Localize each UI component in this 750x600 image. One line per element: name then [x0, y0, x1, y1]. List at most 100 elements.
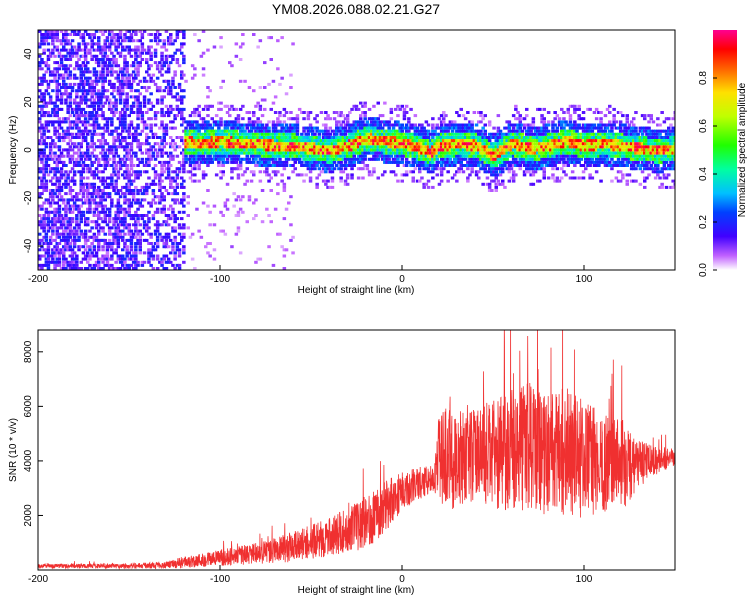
spectrogram-cell	[241, 157, 245, 161]
spectrogram-cell	[243, 142, 247, 146]
spectrogram-cell	[343, 129, 348, 133]
spectrogram-cell	[252, 170, 256, 174]
spectrogram-cell	[278, 123, 282, 127]
spectrogram-cell	[376, 132, 380, 136]
spectrogram-cell	[136, 263, 140, 267]
spectrogram-cell	[204, 160, 208, 164]
spectrogram-cell	[426, 142, 431, 146]
spectrogram-cell	[75, 126, 79, 130]
spectrogram-cell	[57, 226, 62, 230]
spectrogram-cell	[110, 70, 114, 74]
spectrogram-cell	[121, 92, 125, 96]
spectrogram-cell	[243, 139, 247, 143]
spectrogram-cell	[171, 198, 175, 202]
spectrogram-cell	[260, 129, 265, 133]
spectrogram-cell	[70, 54, 75, 58]
spectrogram-cell	[418, 136, 422, 139]
spectrogram-cell	[103, 89, 107, 93]
spectrogram-cell	[420, 132, 424, 136]
spectrogram-cell	[278, 145, 282, 149]
spectrogram-cell	[88, 257, 92, 261]
spectrogram-cell	[103, 142, 107, 146]
spectrogram-cell	[177, 242, 182, 245]
spectrogram-cell	[180, 198, 184, 202]
spectrogram-cell	[64, 86, 68, 89]
spectrogram-cell	[453, 126, 457, 130]
spectrogram-cell	[42, 248, 46, 252]
spectrogram-cell	[81, 167, 86, 171]
spectrogram-cell	[136, 67, 140, 71]
spectrogram-cell	[422, 126, 426, 130]
spectrogram-cell	[59, 267, 64, 270]
spectrogram-cell	[99, 257, 103, 261]
spectrogram-cell	[164, 254, 169, 258]
spectrogram-cell	[158, 145, 162, 149]
spectrogram-cell	[241, 142, 245, 146]
spectrogram-cell	[186, 226, 190, 230]
spectrogram-cell	[64, 129, 68, 133]
spectrogram-cell	[92, 182, 97, 186]
spectrogram-cell	[256, 164, 260, 167]
spectrogram-cell	[206, 48, 210, 52]
spectrogram-cell	[354, 120, 359, 124]
spectrogram-cell	[38, 248, 42, 252]
spectrogram-cell	[276, 164, 280, 167]
spectrogram-cell	[306, 148, 311, 152]
spectrogram-cell	[289, 139, 293, 143]
spectrogram-cell	[101, 192, 105, 196]
spectrogram-cell	[138, 54, 142, 58]
spectrogram-cell	[236, 214, 241, 217]
spectrogram-cell	[380, 142, 385, 146]
spectrogram-cell	[228, 154, 232, 158]
spectrogram-cell	[55, 98, 59, 102]
spectrogram-cell	[64, 204, 68, 208]
spectrogram-cell	[278, 129, 282, 133]
spectrogram-cell	[134, 245, 138, 249]
spectrogram-cell	[64, 117, 68, 121]
spectrogram-cell	[72, 114, 77, 118]
spectrogram-cell	[352, 139, 356, 143]
spectrogram-cell	[466, 126, 470, 130]
spectrogram-cell	[121, 39, 125, 43]
spectrogram-cell	[77, 64, 81, 68]
spectrogram-cell	[81, 170, 86, 174]
spectrogram-cell	[287, 129, 291, 133]
spectrogram-cell	[136, 70, 140, 74]
spectrogram-cell	[241, 132, 245, 136]
spectrogram-cell	[219, 148, 223, 152]
spectrogram-cell	[162, 245, 166, 249]
spectrogram-cell	[400, 129, 404, 133]
spectrogram-cell	[149, 45, 153, 49]
spectrogram-cell	[90, 182, 94, 186]
spectrogram-cell	[123, 223, 127, 227]
spectrogram-cell	[97, 192, 101, 196]
spectrogram-cell	[59, 98, 64, 102]
spectrogram-cell	[396, 120, 400, 124]
spectrogram-cell	[483, 151, 487, 155]
spectrogram-cell	[169, 182, 173, 186]
spectrogram-cell	[385, 120, 389, 124]
spectrogram-cell	[234, 157, 239, 161]
spectrogram-cell	[193, 157, 197, 161]
spectrogram-cell	[345, 157, 350, 161]
spectrogram-cell	[88, 36, 92, 40]
spectrogram-cell	[125, 129, 129, 133]
spectrogram-cell	[64, 176, 68, 180]
spectrogram-cell	[450, 145, 455, 149]
spectrogram-cell	[241, 136, 245, 139]
spectrogram-cell	[81, 54, 86, 58]
spectrogram-cell	[62, 76, 66, 80]
spectrogram-cell	[453, 120, 457, 124]
spectrogram-cell	[51, 217, 55, 221]
spectrogram-cell	[308, 123, 313, 127]
spectrogram-cell	[151, 248, 156, 252]
spectrogram-cell	[184, 120, 188, 124]
spectrogram-cell	[125, 267, 129, 270]
spectrogram-cell	[485, 145, 490, 149]
spectrogram-cell	[44, 235, 49, 239]
spectrogram-cell	[326, 154, 330, 158]
spectrogram-cell	[219, 101, 223, 105]
spectrogram-cell	[72, 82, 77, 86]
spectrogram-cell	[153, 195, 158, 199]
spectrogram-cell	[483, 170, 487, 174]
